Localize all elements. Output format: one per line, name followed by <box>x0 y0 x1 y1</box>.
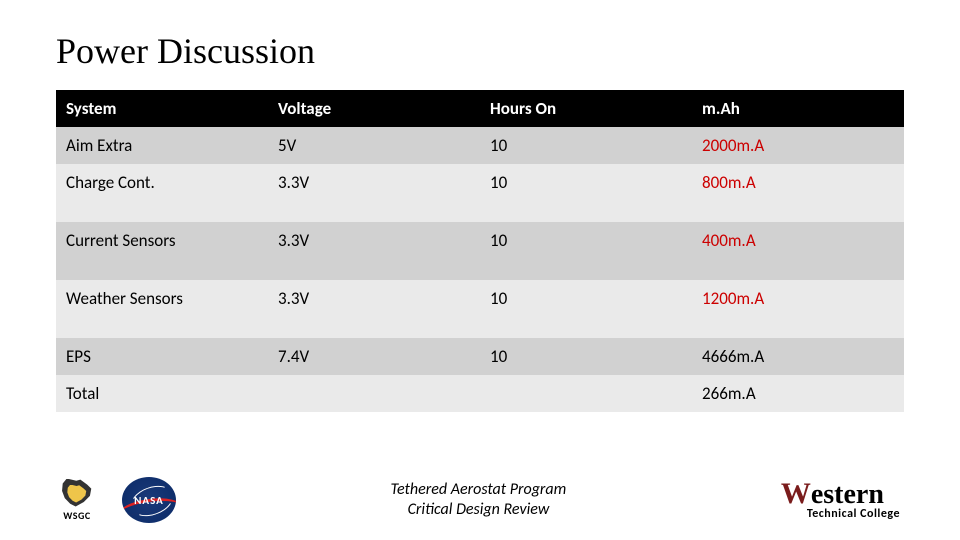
col-hours: Hours On <box>480 90 692 127</box>
table-cell: 10 <box>480 164 692 222</box>
slide: Power Discussion System Voltage Hours On… <box>0 0 960 540</box>
table-cell: Total <box>56 375 268 412</box>
table-cell: 10 <box>480 280 692 338</box>
table-cell: EPS <box>56 338 268 375</box>
table-cell: 7.4V <box>268 338 480 375</box>
table-cell: Aim Extra <box>56 127 268 164</box>
table-row: Current Sensors3.3V10400m.A <box>56 222 904 280</box>
table-cell: 5V <box>268 127 480 164</box>
table-cell: 10 <box>480 222 692 280</box>
western-main: Western <box>781 480 884 507</box>
table-row: Weather Sensors3.3V101200m.A <box>56 280 904 338</box>
col-system: System <box>56 90 268 127</box>
col-mah: m.Ah <box>692 90 904 127</box>
footer-caption: Tethered Aerostat Program Critical Desig… <box>391 480 567 520</box>
table-cell: 3.3V <box>268 164 480 222</box>
table-cell: Charge Cont. <box>56 164 268 222</box>
power-table-wrap: System Voltage Hours On m.Ah Aim Extra5V… <box>56 90 904 412</box>
table-cell: 3.3V <box>268 280 480 338</box>
table-cell: 3.3V <box>268 222 480 280</box>
wsgc-logo: WSGC <box>60 479 94 522</box>
footer-line-2: Critical Design Review <box>391 500 567 520</box>
footer-line-1: Tethered Aerostat Program <box>391 480 567 500</box>
western-main-rest: estern <box>811 482 884 507</box>
col-voltage: Voltage <box>268 90 480 127</box>
table-cell: 10 <box>480 338 692 375</box>
table-cell: 1200m.A <box>692 280 904 338</box>
footer-logos-left: WSGC NASA <box>60 477 176 523</box>
table-cell: 4666m.A <box>692 338 904 375</box>
table-row: Aim Extra5V102000m.A <box>56 127 904 164</box>
table-row: Total 266m.A <box>56 375 904 412</box>
table-cell: 400m.A <box>692 222 904 280</box>
table-cell: 2000m.A <box>692 127 904 164</box>
nasa-logo: NASA <box>122 477 176 523</box>
table-cell: 800m.A <box>692 164 904 222</box>
nasa-label: NASA <box>134 494 164 507</box>
table-cell: Weather Sensors <box>56 280 268 338</box>
wsgc-label: WSGC <box>63 509 90 522</box>
western-logo: Western Technical College <box>781 480 900 520</box>
footer: WSGC NASA Tethered Aerostat Program Crit… <box>0 472 960 528</box>
table-cell: 10 <box>480 127 692 164</box>
table-header-row: System Voltage Hours On m.Ah <box>56 90 904 127</box>
table-row: EPS7.4V104666m.A <box>56 338 904 375</box>
table-cell: Current Sensors <box>56 222 268 280</box>
table-cell <box>268 375 480 412</box>
table-row: Charge Cont.3.3V10800m.A <box>56 164 904 222</box>
table-cell <box>480 375 692 412</box>
table-header: System Voltage Hours On m.Ah <box>56 90 904 127</box>
table-cell: 266m.A <box>692 375 904 412</box>
wisconsin-shape-icon <box>60 479 94 507</box>
table-body: Aim Extra5V102000m.ACharge Cont.3.3V1080… <box>56 127 904 412</box>
western-sub: Technical College <box>807 509 900 520</box>
page-title: Power Discussion <box>56 30 904 72</box>
power-table: System Voltage Hours On m.Ah Aim Extra5V… <box>56 90 904 412</box>
